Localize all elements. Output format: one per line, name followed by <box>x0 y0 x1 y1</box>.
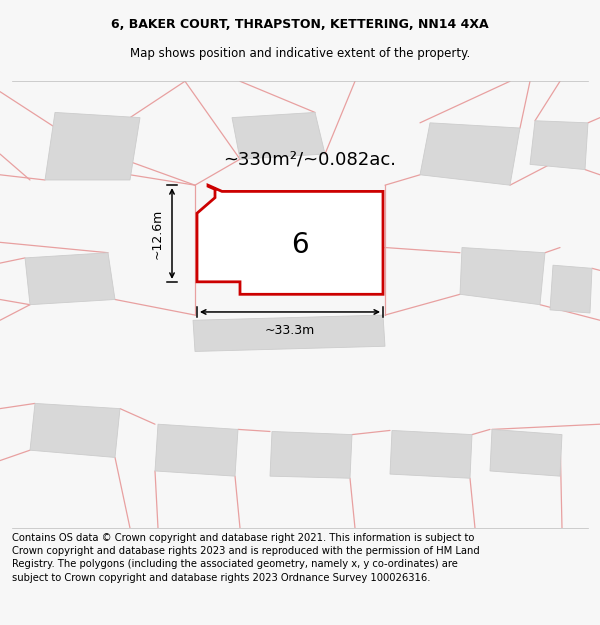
Polygon shape <box>155 424 238 476</box>
Polygon shape <box>490 429 562 476</box>
Text: ~33.3m: ~33.3m <box>265 324 315 338</box>
Text: 6, BAKER COURT, THRAPSTON, KETTERING, NN14 4XA: 6, BAKER COURT, THRAPSTON, KETTERING, NN… <box>111 18 489 31</box>
Text: Contains OS data © Crown copyright and database right 2021. This information is : Contains OS data © Crown copyright and d… <box>12 533 480 582</box>
Polygon shape <box>232 112 325 159</box>
Polygon shape <box>25 253 115 304</box>
Polygon shape <box>390 431 472 478</box>
Polygon shape <box>530 121 588 169</box>
Text: 6: 6 <box>291 231 309 259</box>
Polygon shape <box>197 185 383 294</box>
Polygon shape <box>460 248 545 304</box>
Polygon shape <box>550 265 592 313</box>
Polygon shape <box>45 112 140 180</box>
Polygon shape <box>270 431 352 478</box>
Polygon shape <box>30 403 120 458</box>
Polygon shape <box>420 123 520 185</box>
Text: Map shows position and indicative extent of the property.: Map shows position and indicative extent… <box>130 47 470 60</box>
Text: ~330m²/~0.082ac.: ~330m²/~0.082ac. <box>223 150 397 168</box>
Polygon shape <box>193 315 385 351</box>
Text: ~12.6m: ~12.6m <box>151 208 164 259</box>
